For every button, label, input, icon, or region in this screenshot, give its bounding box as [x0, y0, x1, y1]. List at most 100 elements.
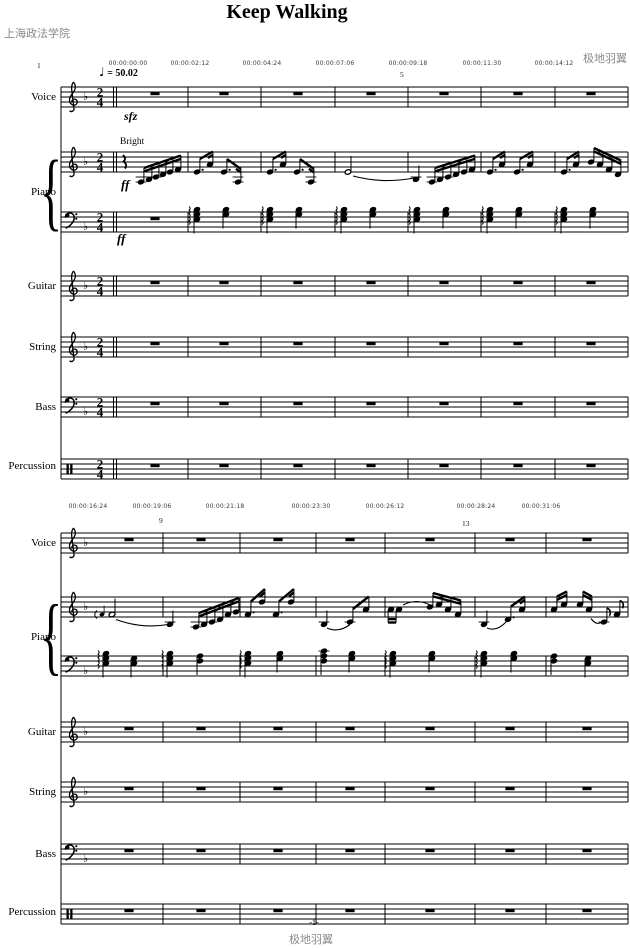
flat-sign: ♭	[83, 155, 88, 168]
whole-rest	[513, 342, 523, 346]
notehead	[279, 161, 287, 168]
time-signature-denominator: 4	[97, 284, 104, 299]
whole-rest	[513, 92, 523, 96]
bass-clef-dot	[75, 657, 78, 660]
beam	[593, 150, 622, 165]
time-signature-denominator: 4	[97, 467, 104, 482]
beam	[250, 588, 266, 603]
arpeggio-roll	[261, 206, 264, 225]
beam	[556, 593, 568, 601]
slur	[352, 175, 415, 182]
notehead	[232, 609, 240, 615]
notehead	[498, 161, 506, 168]
whole-rest	[505, 538, 515, 542]
bass-clef-dot	[75, 402, 78, 405]
whole-rest	[582, 538, 592, 542]
augmentation-dot	[280, 611, 283, 614]
augmentation-dot	[252, 611, 255, 614]
arpeggio-roll	[97, 650, 100, 669]
augmentation-dot	[301, 168, 304, 171]
beam-stub	[235, 167, 242, 174]
notehead	[589, 206, 597, 213]
notehead	[387, 606, 395, 613]
whole-rest	[150, 281, 160, 285]
beam	[593, 146, 622, 162]
whole-rest	[124, 849, 134, 853]
notehead	[266, 169, 274, 175]
whole-rest	[439, 281, 449, 285]
flat-sign: ♭	[83, 600, 88, 613]
beam	[582, 593, 593, 601]
arpeggio-roll	[384, 650, 387, 669]
whole-rest	[582, 787, 592, 791]
tempo-marking: ♩ = 50.02	[99, 65, 138, 79]
quarter-rest	[122, 154, 128, 170]
whole-rest	[345, 538, 355, 542]
beam	[278, 588, 295, 603]
instrument-label-percussion: Percussion	[8, 906, 56, 918]
whole-rest	[219, 402, 229, 406]
beam	[432, 591, 462, 602]
flat-sign: ♭	[83, 664, 88, 677]
instrument-label-bass: Bass	[35, 401, 56, 413]
beam	[556, 590, 568, 598]
arpeggio-roll	[161, 650, 164, 669]
notehead	[613, 611, 621, 618]
whole-rest	[124, 787, 134, 791]
notehead	[550, 653, 558, 659]
whole-rest	[439, 92, 449, 96]
timestamp: 00:00:26:12	[365, 503, 405, 510]
beam	[199, 150, 214, 161]
whole-rest	[586, 281, 596, 285]
percussion-clef-icon	[70, 909, 73, 919]
beam	[272, 150, 287, 161]
slur	[115, 618, 169, 627]
beam	[198, 596, 240, 615]
instrument-label-guitar: Guitar	[27, 726, 56, 738]
notehead	[130, 655, 138, 662]
beam	[510, 595, 526, 608]
notehead	[220, 169, 228, 175]
bass-clef-dot	[75, 845, 78, 848]
whole-rest	[293, 281, 303, 285]
beam	[566, 150, 580, 161]
bass-clef-icon	[64, 397, 75, 414]
treble-clef-icon	[68, 270, 78, 302]
time-signature-numerator: 2	[97, 394, 104, 409]
whole-rest	[505, 727, 515, 731]
whole-rest	[345, 909, 355, 913]
notehead	[452, 171, 460, 178]
whole-rest	[366, 281, 376, 285]
augmentation-dot	[494, 168, 497, 171]
whole-rest	[513, 402, 523, 406]
beam-stub	[280, 153, 287, 159]
slur	[486, 621, 507, 630]
instrument-label-piano: Piano	[30, 186, 56, 198]
notehead	[272, 611, 280, 618]
beam	[582, 590, 593, 598]
whole-rest	[196, 849, 206, 853]
augmentation-dot	[228, 168, 231, 171]
notehead	[244, 650, 252, 657]
institution-label: 上海政法学院	[4, 28, 70, 40]
time-signature-denominator: 4	[97, 405, 104, 420]
notehead	[193, 206, 201, 213]
notehead	[526, 161, 534, 168]
whole-rest	[150, 342, 160, 346]
whole-rest	[124, 727, 134, 731]
tempo-value: = 50.02	[107, 68, 138, 79]
notehead	[576, 601, 584, 608]
tie-from-previous	[94, 610, 98, 619]
augmentation-dot	[274, 168, 277, 171]
timestamp: 00:00:16:24	[68, 503, 108, 510]
instrument-label-voice: Voice	[31, 91, 56, 103]
quarter-note-icon: ♩	[99, 65, 105, 79]
notehead	[108, 611, 116, 618]
timestamp: 00:00:07:06	[315, 60, 355, 67]
beam	[492, 150, 506, 161]
beam-stub	[308, 167, 315, 174]
notehead	[486, 169, 494, 175]
whole-rest	[586, 342, 596, 346]
timestamp: 00:00:31:06	[521, 503, 561, 510]
